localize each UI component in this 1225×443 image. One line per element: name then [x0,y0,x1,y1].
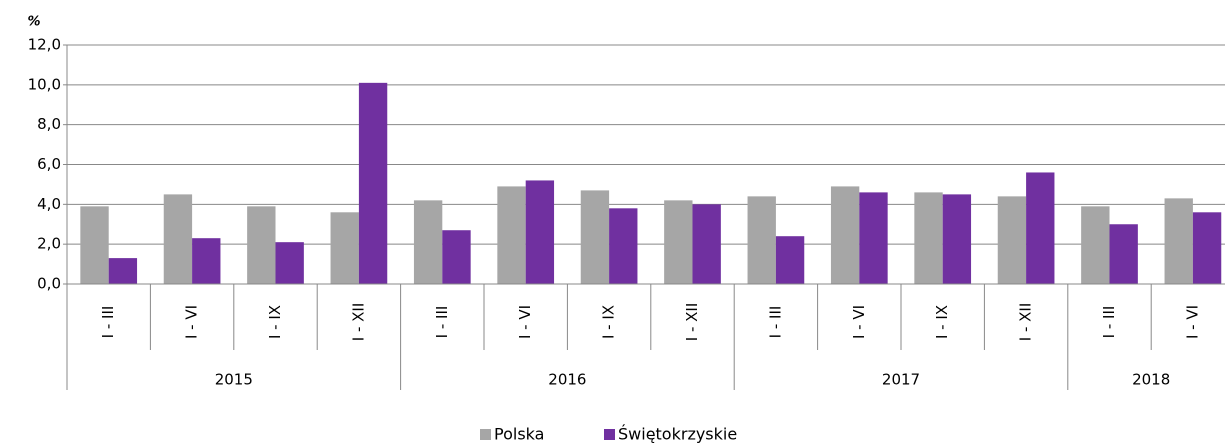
bar [747,196,776,284]
y-axis-label: % [27,15,40,30]
bar [163,194,193,284]
legend-label: Świętokrzyskie [618,425,737,443]
x-tick-label: I - III [433,306,451,339]
x-tick-label: I - IX [600,305,618,339]
x-tick-label: I - III [99,306,117,339]
bar [1164,198,1193,284]
y-tick-label: 12,0 [28,36,61,54]
bar [442,230,471,284]
bar [358,82,388,284]
y-tick-label: 8,0 [37,115,61,133]
bar [80,206,109,284]
bar [580,190,610,284]
y-tick-label: 6,0 [37,155,61,173]
bar [664,200,693,284]
x-tick-label: I - VI [1183,305,1201,339]
bar [859,192,888,284]
x-tick-label: I - VI [183,305,201,339]
bar [609,208,638,284]
group-label: 2018 [1132,371,1170,389]
x-tick-label: I - III [1100,306,1118,339]
bar [997,196,1027,284]
bar [1192,212,1222,284]
bar [942,194,972,284]
bar [830,186,860,284]
x-tick-label: I - IX [933,305,951,339]
group-label: 2016 [548,371,586,389]
bar [413,200,443,284]
bar [1026,172,1055,284]
y-tick-label: 0,0 [37,275,61,293]
x-tick-label: I - XII [349,303,367,342]
y-tick-label: 10,0 [28,75,61,93]
legend-swatch [480,429,491,440]
bar [692,204,721,284]
group-label: 2017 [882,371,920,389]
y-tick-label: 4,0 [37,195,61,213]
bar [275,242,304,284]
bar [1109,224,1138,284]
bar [1081,206,1110,284]
group-label: 2015 [215,371,253,389]
bar [247,206,276,284]
x-tick-label: I - IX [266,305,284,339]
bar [914,192,943,284]
bar [330,212,359,284]
x-tick-label: I - III [766,306,784,339]
y-tick-label: 2,0 [37,235,61,253]
bar [108,258,138,284]
x-tick-label: I - XII [1017,303,1035,342]
legend-swatch [604,429,615,440]
x-tick-label: I - VI [516,305,534,339]
x-tick-label: I - VI [850,305,868,339]
bar [192,238,221,284]
x-tick-label: I - XII [683,303,701,342]
bar [497,186,526,284]
bar [525,180,555,284]
legend-label: Polska [494,425,544,443]
bar [775,236,805,284]
